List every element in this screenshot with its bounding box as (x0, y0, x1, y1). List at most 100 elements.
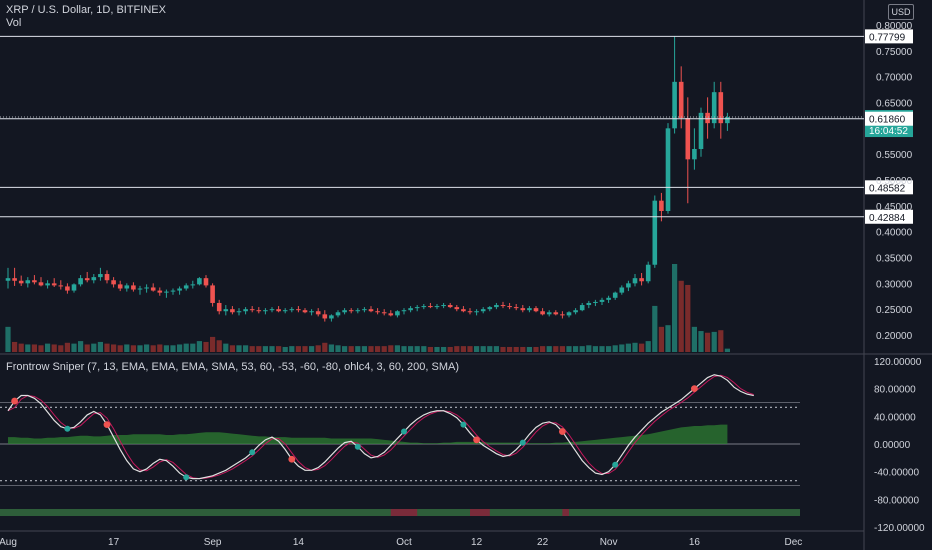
volume-bar (645, 341, 651, 352)
candle-body (183, 285, 189, 289)
volume-bar (540, 346, 546, 352)
sell-marker (288, 455, 296, 463)
candle-body (230, 309, 235, 313)
status-bar-red (562, 509, 569, 516)
candle-body (236, 311, 242, 313)
volume-bar (269, 346, 275, 352)
volume-bar (45, 343, 51, 352)
volume-bar (91, 343, 97, 352)
candle-body (65, 286, 70, 291)
volume-bar (124, 344, 130, 352)
volume-bar (665, 325, 671, 352)
volume-bar (698, 331, 704, 352)
candle-body (223, 309, 229, 312)
candle-body (276, 309, 281, 312)
volume-bar (401, 346, 407, 352)
volume-bar (414, 346, 420, 352)
volume-legend[interactable]: Vol (6, 17, 22, 29)
candle-body (91, 277, 97, 281)
volume-bar (177, 344, 183, 352)
candle-body (322, 314, 328, 319)
candle-body (718, 92, 724, 124)
volume-bar (348, 346, 354, 352)
time-tick-label: 14 (293, 537, 305, 548)
price-tick-label: 0.80000 (876, 21, 913, 32)
volume-bar (474, 346, 480, 352)
price-tick-label: 0.75000 (876, 47, 913, 58)
candle-body (190, 284, 196, 286)
volume-bar (460, 346, 466, 352)
volume-bar (309, 346, 315, 352)
sell-marker (103, 421, 111, 429)
candle-body (685, 118, 691, 160)
volume-bar (625, 343, 631, 352)
volume-bar (658, 326, 664, 352)
volume-bar (342, 346, 348, 352)
price-tick-label: 0.25000 (876, 305, 913, 316)
candle-body (32, 280, 37, 283)
level-label-bg (865, 29, 913, 44)
volume-bar (78, 341, 84, 352)
candle-body (626, 283, 631, 288)
candle-body (665, 128, 671, 211)
time-tick-label: Oct (396, 537, 412, 548)
volume-bar (289, 346, 295, 352)
buy-marker (612, 461, 619, 468)
volume-bar (144, 344, 150, 352)
horizontal-levels[interactable]: 0.777990.6218416:04:520.618600.485820.42… (0, 29, 913, 224)
currency-button[interactable]: USD (888, 4, 914, 20)
volume-bar (507, 346, 513, 352)
candle-body (659, 200, 664, 211)
signal-line (7, 374, 754, 480)
candle-body (335, 312, 341, 316)
time-tick-label: 17 (108, 537, 120, 548)
candle-body (546, 312, 552, 315)
oscillator-pane[interactable] (0, 374, 800, 516)
candle-body (461, 309, 466, 312)
candle-body (573, 310, 578, 313)
indicator-legend[interactable]: Frontrow Sniper (7, 13, EMA, EMA, EMA, S… (6, 361, 460, 373)
volume-bar (394, 345, 400, 352)
volume-bar (724, 348, 730, 352)
volume-bar (533, 346, 539, 352)
buy-marker (64, 425, 71, 432)
price-tick-label: 0.70000 (876, 73, 913, 84)
volume-bar (71, 343, 77, 352)
volume-bar (678, 280, 684, 352)
buy-marker (249, 449, 256, 456)
histogram-area (8, 424, 728, 444)
axes: 0.80000 0.75000 0.70000 0.65000 0.55000 0.500… (0, 21, 925, 548)
price-candles[interactable] (5, 36, 730, 322)
volume-bar (553, 346, 559, 352)
volume-bar (64, 342, 70, 352)
level-label: 0.48582 (869, 183, 906, 194)
candle-body (157, 290, 163, 293)
volume-bar (322, 342, 328, 352)
volume-bar (335, 345, 341, 352)
candle-body (480, 309, 486, 312)
volume-bar (573, 346, 579, 352)
time-tick-label: 12 (471, 537, 483, 548)
volume-bar (408, 346, 414, 352)
volume-bar (368, 346, 374, 352)
symbol-legend[interactable]: XRP / U.S. Dollar, 1D, BITFINEX (6, 4, 166, 16)
candle-body (447, 305, 453, 308)
candle-body (441, 305, 446, 307)
price-tick-label: 0.45000 (876, 202, 913, 213)
volume-bar (190, 343, 196, 352)
volume-bar (328, 344, 334, 352)
candle-body (362, 309, 367, 311)
volume-bar (58, 345, 64, 352)
volume-bar (97, 341, 103, 352)
volume-bar (599, 346, 605, 352)
candle-body (329, 315, 334, 319)
time-tick-label: 16 (689, 537, 701, 548)
volume-bar (361, 346, 367, 352)
volume-bar (38, 345, 44, 352)
volume-bar (157, 344, 163, 352)
candle-body (177, 288, 182, 291)
volume-bar (705, 332, 711, 352)
volume-bar (256, 346, 262, 352)
